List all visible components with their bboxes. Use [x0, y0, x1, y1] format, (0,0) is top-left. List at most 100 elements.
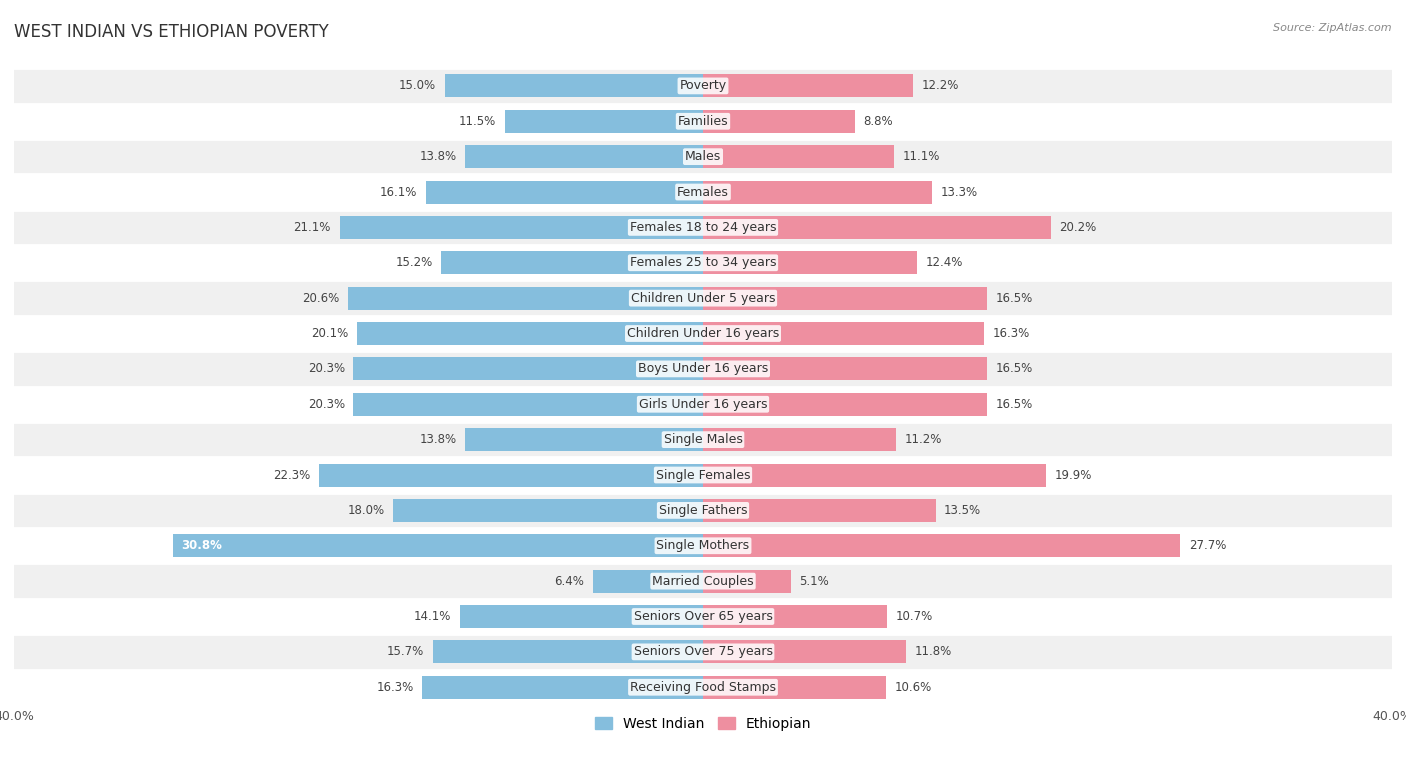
- Bar: [703, 393, 987, 416]
- Bar: [444, 74, 703, 98]
- Bar: [433, 641, 703, 663]
- Text: Females: Females: [678, 186, 728, 199]
- Bar: [14, 493, 1392, 528]
- Text: 13.8%: 13.8%: [419, 150, 457, 163]
- Text: Single Males: Single Males: [664, 433, 742, 446]
- Text: 20.6%: 20.6%: [302, 292, 340, 305]
- Bar: [349, 287, 703, 310]
- Bar: [703, 641, 907, 663]
- Bar: [14, 280, 1392, 316]
- Text: 13.3%: 13.3%: [941, 186, 977, 199]
- Text: 16.5%: 16.5%: [995, 292, 1033, 305]
- Bar: [703, 287, 987, 310]
- Text: Single Mothers: Single Mothers: [657, 539, 749, 553]
- Bar: [353, 393, 703, 416]
- Text: 30.8%: 30.8%: [181, 539, 222, 553]
- Text: 27.7%: 27.7%: [1188, 539, 1226, 553]
- Bar: [703, 252, 917, 274]
- Bar: [703, 322, 984, 345]
- Text: 6.4%: 6.4%: [554, 575, 583, 587]
- Text: Single Fathers: Single Fathers: [659, 504, 747, 517]
- Bar: [14, 68, 1392, 104]
- Text: WEST INDIAN VS ETHIOPIAN POVERTY: WEST INDIAN VS ETHIOPIAN POVERTY: [14, 23, 329, 41]
- Bar: [703, 499, 935, 522]
- Text: 12.2%: 12.2%: [922, 80, 959, 92]
- Bar: [14, 563, 1392, 599]
- Text: 8.8%: 8.8%: [863, 114, 893, 128]
- Bar: [14, 599, 1392, 634]
- Bar: [703, 464, 1046, 487]
- Bar: [357, 322, 703, 345]
- Text: Source: ZipAtlas.com: Source: ZipAtlas.com: [1274, 23, 1392, 33]
- Text: Males: Males: [685, 150, 721, 163]
- Bar: [422, 676, 703, 699]
- Bar: [465, 428, 703, 451]
- Text: Boys Under 16 years: Boys Under 16 years: [638, 362, 768, 375]
- Text: 20.3%: 20.3%: [308, 398, 344, 411]
- Bar: [14, 245, 1392, 280]
- Text: Seniors Over 65 years: Seniors Over 65 years: [634, 610, 772, 623]
- Text: Families: Families: [678, 114, 728, 128]
- Text: 16.3%: 16.3%: [993, 327, 1029, 340]
- Text: 10.7%: 10.7%: [896, 610, 934, 623]
- Bar: [14, 528, 1392, 563]
- Text: Girls Under 16 years: Girls Under 16 years: [638, 398, 768, 411]
- Text: Single Females: Single Females: [655, 468, 751, 481]
- Bar: [173, 534, 703, 557]
- Text: 5.1%: 5.1%: [800, 575, 830, 587]
- Bar: [703, 605, 887, 628]
- Text: 11.1%: 11.1%: [903, 150, 941, 163]
- Bar: [14, 387, 1392, 422]
- Bar: [14, 422, 1392, 457]
- Text: Seniors Over 75 years: Seniors Over 75 years: [634, 645, 772, 659]
- Text: 15.0%: 15.0%: [399, 80, 436, 92]
- Bar: [353, 358, 703, 381]
- Bar: [593, 570, 703, 593]
- Bar: [441, 252, 703, 274]
- Bar: [703, 570, 790, 593]
- Text: Females 18 to 24 years: Females 18 to 24 years: [630, 221, 776, 234]
- Text: 16.5%: 16.5%: [995, 398, 1033, 411]
- Text: 13.8%: 13.8%: [419, 433, 457, 446]
- Text: 20.1%: 20.1%: [311, 327, 349, 340]
- Bar: [14, 634, 1392, 669]
- Bar: [14, 316, 1392, 351]
- Bar: [426, 180, 703, 204]
- Text: 18.0%: 18.0%: [347, 504, 384, 517]
- Text: 16.5%: 16.5%: [995, 362, 1033, 375]
- Bar: [703, 110, 855, 133]
- Bar: [14, 351, 1392, 387]
- Text: 22.3%: 22.3%: [273, 468, 311, 481]
- Text: 11.5%: 11.5%: [460, 114, 496, 128]
- Bar: [703, 428, 896, 451]
- Bar: [14, 174, 1392, 210]
- Text: Children Under 16 years: Children Under 16 years: [627, 327, 779, 340]
- Bar: [703, 676, 886, 699]
- Bar: [465, 146, 703, 168]
- Bar: [14, 210, 1392, 245]
- Bar: [14, 104, 1392, 139]
- Text: 16.1%: 16.1%: [380, 186, 418, 199]
- Text: 20.2%: 20.2%: [1060, 221, 1097, 234]
- Bar: [14, 669, 1392, 705]
- Bar: [703, 534, 1180, 557]
- Text: 15.2%: 15.2%: [395, 256, 433, 269]
- Bar: [14, 139, 1392, 174]
- Text: 21.1%: 21.1%: [294, 221, 330, 234]
- Text: 19.9%: 19.9%: [1054, 468, 1091, 481]
- Bar: [703, 180, 932, 204]
- Text: Children Under 5 years: Children Under 5 years: [631, 292, 775, 305]
- Bar: [392, 499, 703, 522]
- Bar: [703, 216, 1050, 239]
- Text: 14.1%: 14.1%: [415, 610, 451, 623]
- Text: 13.5%: 13.5%: [945, 504, 981, 517]
- Bar: [703, 146, 894, 168]
- Text: 20.3%: 20.3%: [308, 362, 344, 375]
- Text: Married Couples: Married Couples: [652, 575, 754, 587]
- Text: Poverty: Poverty: [679, 80, 727, 92]
- Text: 11.8%: 11.8%: [915, 645, 952, 659]
- Text: Receiving Food Stamps: Receiving Food Stamps: [630, 681, 776, 694]
- Text: 16.3%: 16.3%: [377, 681, 413, 694]
- Text: 11.2%: 11.2%: [904, 433, 942, 446]
- Bar: [703, 358, 987, 381]
